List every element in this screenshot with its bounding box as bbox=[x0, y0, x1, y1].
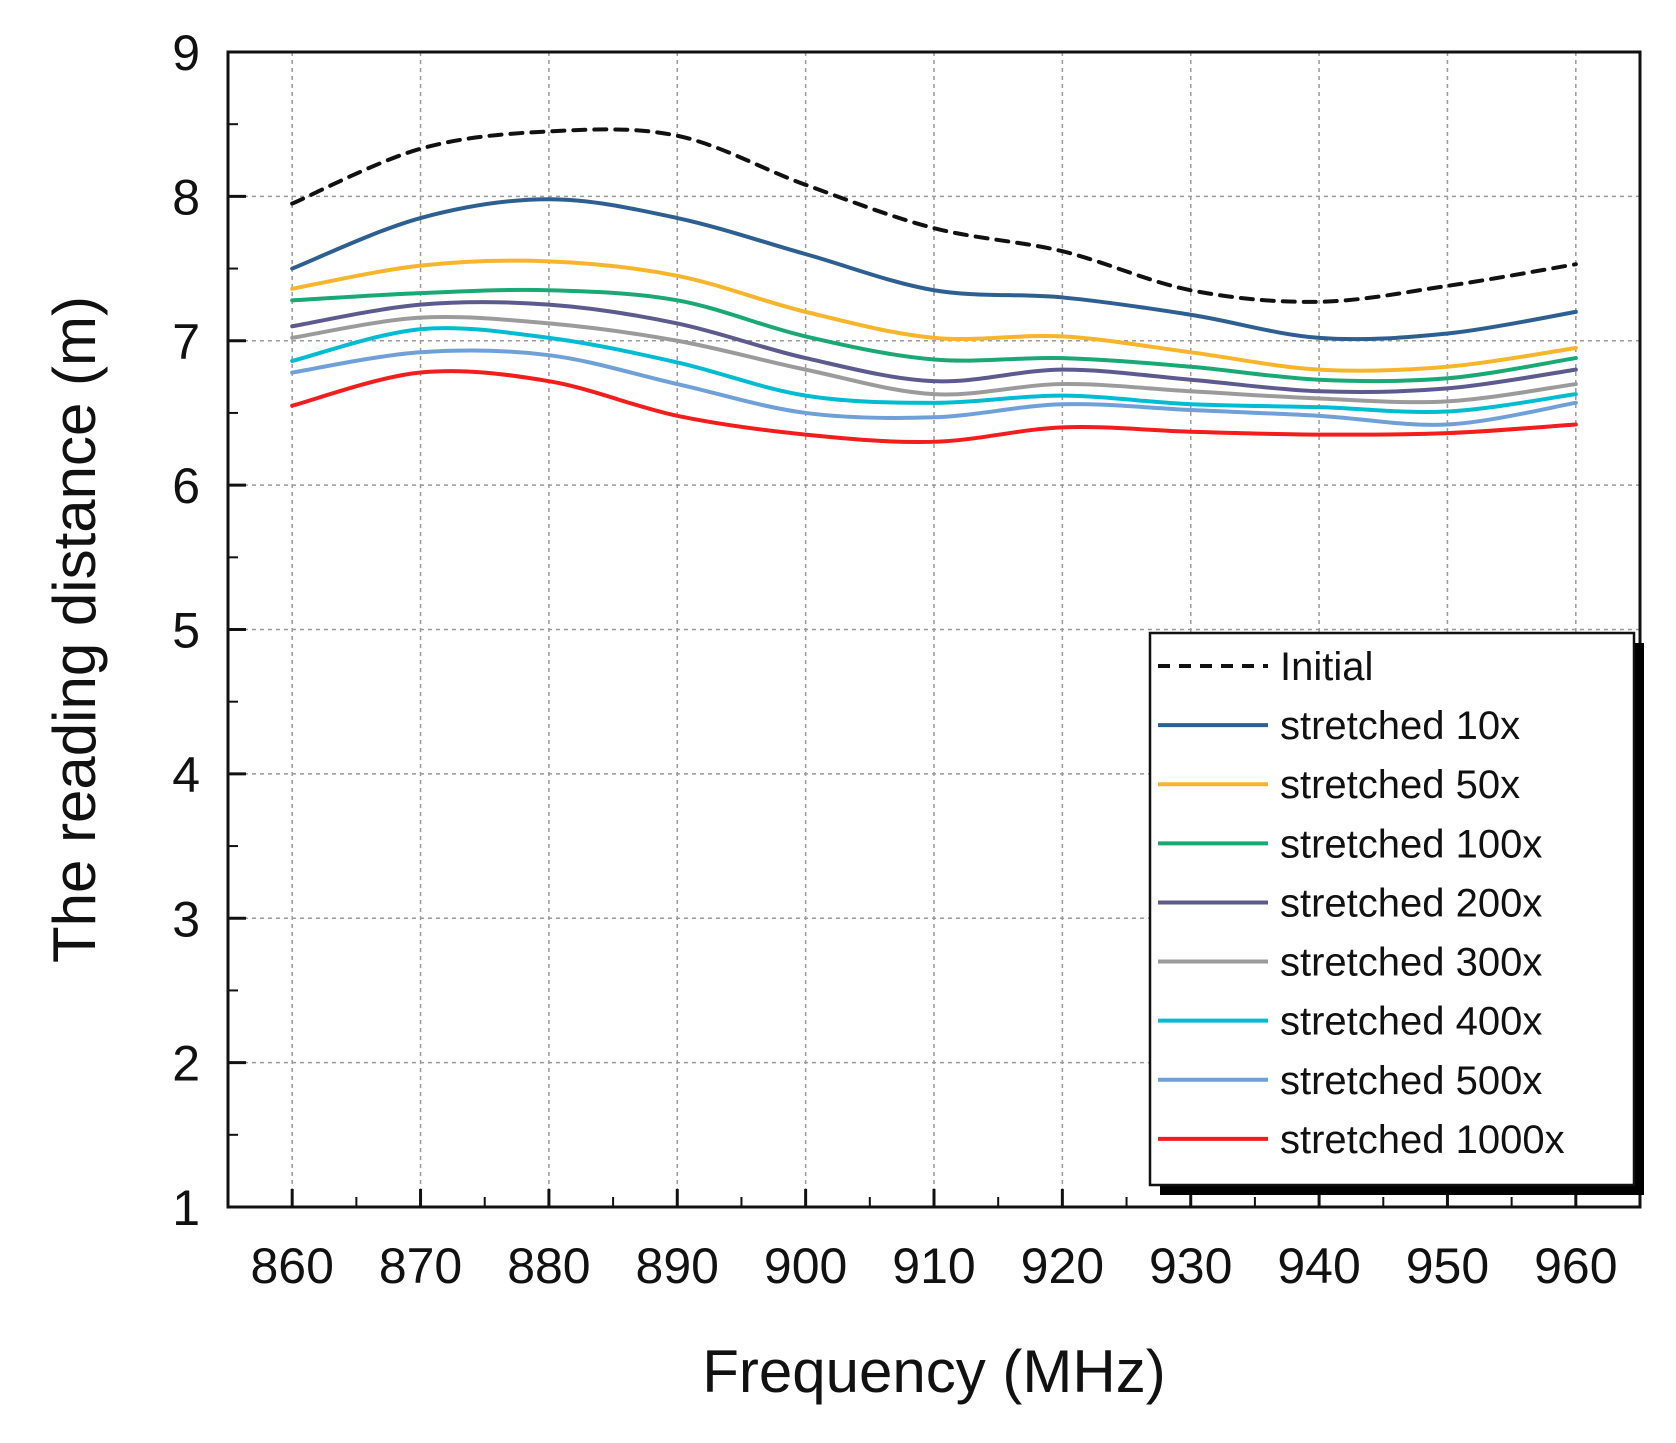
x-tick-label: 920 bbox=[1021, 1238, 1104, 1294]
y-tick-label: 8 bbox=[172, 169, 200, 225]
x-tick-label: 950 bbox=[1406, 1238, 1489, 1294]
series-line-stretched-500x bbox=[290, 348, 1578, 427]
series-line-initial bbox=[290, 127, 1578, 304]
legend-label-stretched-10x: stretched 10x bbox=[1280, 704, 1520, 748]
series-line-stretched-1000x bbox=[290, 369, 1578, 445]
legend-label-stretched-400x: stretched 400x bbox=[1280, 1000, 1542, 1044]
x-tick-label: 890 bbox=[636, 1238, 719, 1294]
x-tick-label: 900 bbox=[764, 1238, 847, 1294]
x-axis-title: Frequency (MHz) bbox=[702, 1338, 1165, 1405]
series-line-stretched-300x bbox=[290, 314, 1578, 405]
axis-ticks: 860 870 880 890 900 910 920 930 940 950 960 1 2 3 4 5 6 7… bbox=[172, 25, 1617, 1294]
series-line-stretched-50x bbox=[290, 258, 1578, 373]
y-tick-label: 6 bbox=[172, 458, 200, 514]
y-axis-title: The reading distance (m) bbox=[41, 296, 108, 963]
series-line-stretched-10x bbox=[290, 197, 1578, 342]
legend-label-stretched-500x: stretched 500x bbox=[1280, 1059, 1542, 1103]
legend-label-initial: Initial bbox=[1280, 645, 1373, 689]
x-tick-label: 870 bbox=[379, 1238, 462, 1294]
y-tick-label: 1 bbox=[172, 1180, 200, 1236]
legend: Initial stretched 10x stretched 50x stretch… bbox=[1148, 631, 1644, 1195]
legend-label-stretched-300x: stretched 300x bbox=[1280, 941, 1542, 985]
series-line-stretched-200x bbox=[290, 300, 1578, 394]
series-line-stretched-100x bbox=[290, 287, 1578, 384]
series-lines bbox=[290, 127, 1578, 445]
y-tick-label: 5 bbox=[172, 603, 200, 659]
x-tick-label: 880 bbox=[507, 1238, 590, 1294]
y-tick-label: 2 bbox=[172, 1036, 200, 1092]
x-tick-label: 930 bbox=[1149, 1238, 1232, 1294]
x-tick-label: 940 bbox=[1277, 1238, 1360, 1294]
y-tick-label: 3 bbox=[172, 891, 200, 947]
y-tick-label: 9 bbox=[172, 25, 200, 81]
legend-label-stretched-100x: stretched 100x bbox=[1280, 822, 1542, 866]
y-tick-label: 4 bbox=[172, 747, 200, 803]
x-tick-label: 960 bbox=[1534, 1238, 1617, 1294]
legend-label-stretched-1000x: stretched 1000x bbox=[1280, 1118, 1565, 1162]
x-tick-label: 910 bbox=[892, 1238, 975, 1294]
legend-label-stretched-50x: stretched 50x bbox=[1280, 763, 1520, 807]
y-tick-label: 7 bbox=[172, 314, 200, 370]
series-line-stretched-400x bbox=[290, 326, 1578, 415]
legend-label-stretched-200x: stretched 200x bbox=[1280, 881, 1542, 925]
x-tick-label: 860 bbox=[250, 1238, 333, 1294]
